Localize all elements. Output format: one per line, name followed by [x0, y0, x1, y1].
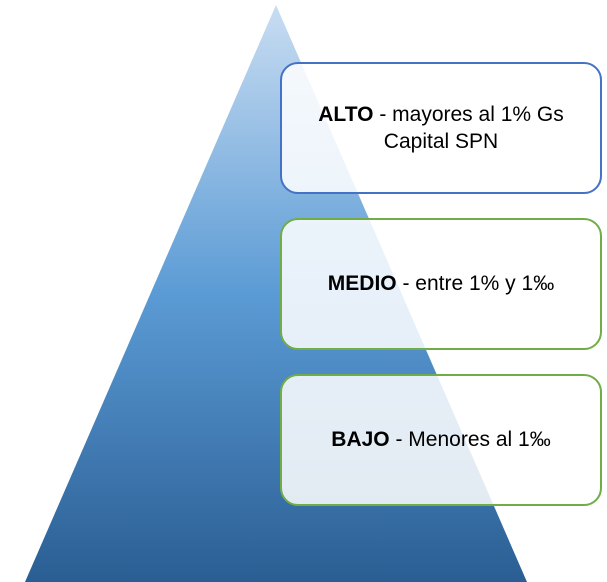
level-text: BAJO - Menores al 1‰: [331, 426, 550, 453]
level-description: - Menores al 1‰: [395, 428, 551, 452]
level-text: MEDIO - entre 1% y 1‰: [328, 270, 554, 297]
level-description: - entre 1% y 1‰: [402, 272, 555, 296]
level-box: MEDIO - entre 1% y 1‰: [280, 218, 602, 350]
level-text: ALTO - mayores al 1% Gs Capital SPN: [294, 101, 588, 156]
level-description: - mayores al 1% Gs Capital SPN: [379, 102, 564, 153]
level-name: BAJO: [331, 428, 390, 452]
level-box: ALTO - mayores al 1% Gs Capital SPN: [280, 62, 602, 194]
level-name: MEDIO: [327, 272, 397, 296]
level-box: BAJO - Menores al 1‰: [280, 374, 602, 506]
level-name: ALTO: [318, 102, 374, 126]
